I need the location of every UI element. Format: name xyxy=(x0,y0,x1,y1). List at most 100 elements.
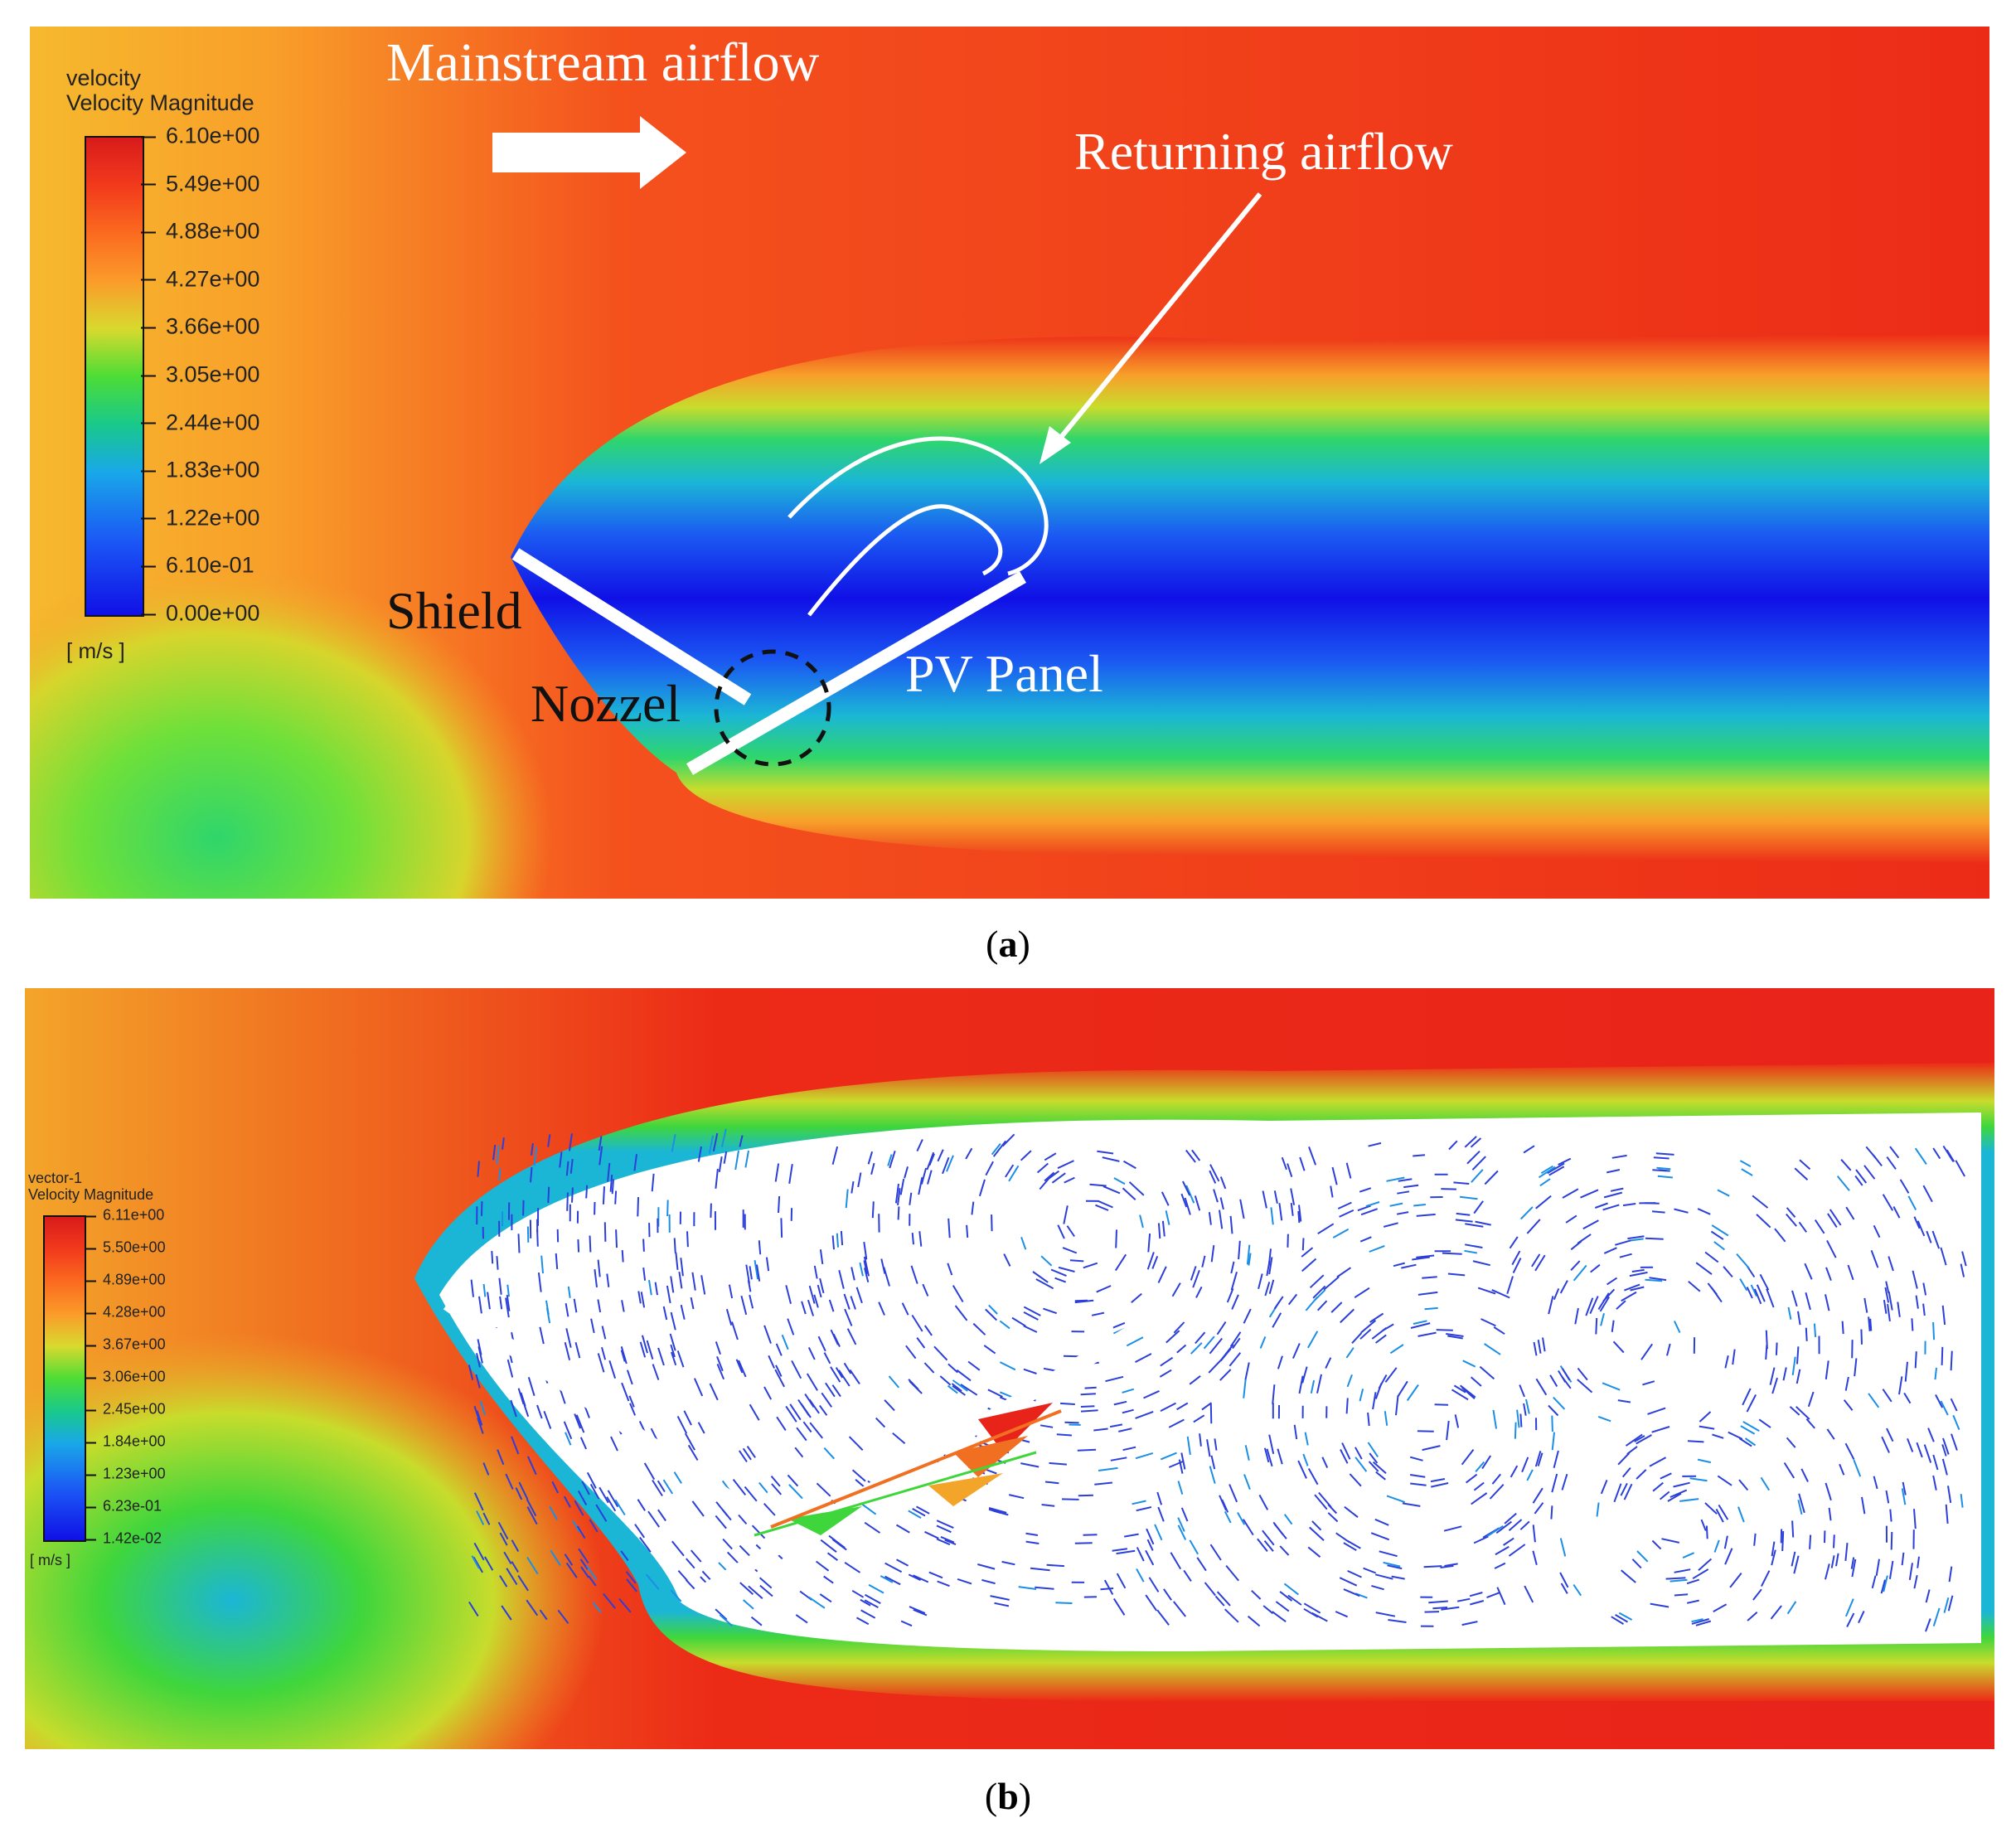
velocity-vector-arrow xyxy=(1603,1247,1617,1254)
velocity-vector-arrow xyxy=(1923,1444,1932,1463)
velocity-vector-arrow xyxy=(719,1614,733,1626)
velocity-vector-arrow xyxy=(1508,1544,1526,1557)
velocity-vector-arrow xyxy=(642,1239,645,1252)
velocity-vector-arrow xyxy=(1146,1539,1154,1551)
velocity-vector-arrow xyxy=(863,1260,868,1275)
velocity-vector-arrow xyxy=(1201,1255,1206,1268)
velocity-vector-arrow xyxy=(850,1180,855,1194)
velocity-vector-arrow xyxy=(1885,1490,1890,1504)
velocity-vector-arrow xyxy=(1943,1597,1950,1613)
velocity-vector-arrow xyxy=(768,1355,776,1369)
velocity-vector-arrow xyxy=(1461,1621,1478,1626)
velocity-vector-arrow xyxy=(1171,1282,1181,1297)
velocity-vector-arrow xyxy=(1365,1201,1380,1208)
velocity-vector-arrow xyxy=(1565,1214,1577,1224)
velocity-vector-arrow xyxy=(1097,1150,1114,1155)
velocity-vector-arrow xyxy=(1913,1509,1917,1529)
velocity-vector-arrow xyxy=(1401,1263,1417,1269)
velocity-vector-arrow xyxy=(1886,1156,1897,1170)
velocity-vector-arrow xyxy=(1035,1586,1054,1590)
velocity-vector-arrow xyxy=(1625,1433,1643,1447)
velocity-vector-arrow xyxy=(499,1296,503,1310)
velocity-vector-arrow xyxy=(1102,1185,1121,1195)
legend-tick: 3.67e+00 xyxy=(86,1335,166,1353)
velocity-vector-arrow xyxy=(1765,1330,1768,1350)
velocity-vector-arrow xyxy=(652,1479,663,1497)
velocity-vector-arrow xyxy=(621,1300,625,1312)
velocity-vector-arrow xyxy=(1744,1437,1757,1447)
velocity-vector-arrow xyxy=(1844,1543,1849,1561)
velocity-vector-arrow xyxy=(589,1519,598,1533)
velocity-vector-arrow xyxy=(1349,1473,1362,1487)
velocity-vector-arrow xyxy=(606,1496,617,1512)
velocity-vector-arrow xyxy=(1621,1466,1631,1478)
pv-panel-plate xyxy=(686,571,1026,775)
velocity-vector-arrow xyxy=(1272,1611,1287,1623)
velocity-vector-arrow xyxy=(909,1192,913,1205)
velocity-vector-arrow xyxy=(648,1279,652,1296)
velocity-vector-arrow xyxy=(992,1510,1009,1516)
velocity-vector-arrow xyxy=(1351,1332,1363,1344)
velocity-vector-arrow xyxy=(683,1410,692,1426)
velocity-vector-arrow xyxy=(936,1538,951,1546)
velocity-vector-arrow xyxy=(1756,1284,1766,1302)
velocity-vector-arrow xyxy=(1475,1461,1485,1472)
velocity-vector-arrow xyxy=(1860,1329,1863,1345)
velocity-vector-arrow xyxy=(791,1360,802,1379)
velocity-vector-arrow xyxy=(1636,1469,1647,1480)
velocity-vector-plot xyxy=(25,988,1994,1749)
velocity-vector-arrow xyxy=(746,1446,756,1458)
velocity-vector-arrow xyxy=(608,1360,617,1379)
velocity-vector-arrow xyxy=(1436,1329,1453,1331)
velocity-vector-arrow xyxy=(678,1271,683,1289)
velocity-vector-arrow xyxy=(742,1447,752,1461)
velocity-vector-arrow xyxy=(978,1179,986,1197)
velocity-vector-arrow xyxy=(1606,1169,1621,1174)
velocity-vector-arrow xyxy=(690,1297,695,1310)
velocity-vector-arrow xyxy=(1064,1176,1075,1184)
velocity-vector-arrow xyxy=(1948,1566,1953,1583)
velocity-vector-arrow xyxy=(579,1558,589,1570)
velocity-vector-arrow xyxy=(654,1282,658,1296)
velocity-vector-arrow xyxy=(684,1432,695,1451)
velocity-vector-arrow xyxy=(983,1345,996,1355)
velocity-vector-arrow xyxy=(1112,1548,1128,1552)
velocity-vector-arrow xyxy=(1168,1418,1185,1428)
velocity-vector-arrow xyxy=(710,1203,712,1218)
velocity-vector-arrow xyxy=(855,1287,863,1304)
velocity-vector-arrow xyxy=(642,1267,647,1281)
velocity-vector-arrow xyxy=(1869,1318,1873,1331)
nozzel-label: Nozzel xyxy=(531,674,681,733)
velocity-vector-arrow xyxy=(1697,1208,1711,1215)
velocity-vector-arrow xyxy=(1870,1249,1879,1268)
velocity-vector-arrow xyxy=(693,1378,704,1397)
velocity-vector-arrow xyxy=(1596,1502,1600,1517)
velocity-vector-arrow xyxy=(1698,1558,1713,1571)
velocity-vector-arrow xyxy=(573,1298,578,1313)
legend-tick: 3.05e+00 xyxy=(140,361,260,387)
velocity-vector-arrow xyxy=(1258,1494,1269,1510)
velocity-vector-arrow xyxy=(774,1163,780,1182)
velocity-vector-arrow xyxy=(1689,1477,1708,1482)
velocity-vector-arrow xyxy=(1674,1208,1689,1214)
velocity-vector-arrow xyxy=(1238,1240,1241,1260)
velocity-vector-arrow xyxy=(1570,1240,1582,1251)
velocity-vector-arrow xyxy=(1224,1510,1232,1524)
velocity-vector-arrow xyxy=(1314,1494,1328,1510)
velocity-vector-arrow xyxy=(942,1156,950,1175)
velocity-vector-arrow xyxy=(1486,1591,1501,1599)
velocity-vector-arrow xyxy=(1888,1560,1894,1579)
velocity-vector-arrow xyxy=(728,1284,734,1299)
velocity-vector-arrow xyxy=(1580,1189,1599,1199)
velocity-vector-arrow xyxy=(1742,1421,1760,1432)
velocity-vector-arrow xyxy=(1622,1203,1636,1207)
velocity-vector-arrow xyxy=(821,1392,833,1408)
velocity-vector-arrow xyxy=(868,1583,884,1594)
velocity-vector-arrow xyxy=(1504,1512,1517,1524)
velocity-vector-arrow xyxy=(819,1249,824,1265)
velocity-vector-arrow xyxy=(745,1264,750,1284)
velocity-vector-arrow xyxy=(1615,1239,1631,1246)
velocity-vector-arrow xyxy=(1391,1575,1405,1580)
velocity-vector-arrow xyxy=(1177,1481,1184,1495)
velocity-vector-arrow xyxy=(1525,1398,1530,1414)
